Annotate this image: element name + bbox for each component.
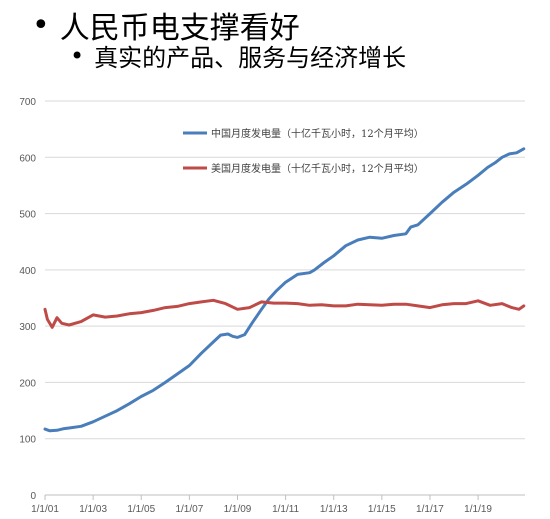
bullet-dot: •: [32, 7, 50, 43]
x-tick-label: 1/1/11: [272, 504, 299, 515]
bullet-dot: •: [70, 41, 85, 70]
x-tick-label: 1/1/13: [320, 504, 348, 515]
x-tick-label: 1/1/17: [416, 504, 444, 515]
slide-subtitle-text: 真实的产品、服务与经济增长: [94, 44, 407, 72]
y-tick-label: 400: [19, 266, 36, 277]
slide-title-text: 人民币电支撑看好: [59, 11, 300, 46]
x-tick-label: 1/1/05: [127, 504, 155, 515]
x-tick-label: 1/1/07: [175, 504, 203, 515]
y-tick-label: 200: [19, 378, 36, 389]
y-tick-label: 0: [30, 491, 36, 502]
y-tick-label: 600: [19, 153, 36, 164]
slide-bullet-2: • 真实的产品、服务与经济增长: [70, 38, 406, 73]
legend-label-china: 中国月度发电量（十亿千瓦小时，12个月平均）: [211, 127, 424, 140]
x-tick-label: 1/1/19: [464, 504, 492, 515]
slide-bullet-1: • 人民币电支撑看好: [32, 3, 300, 47]
y-tick-label: 100: [19, 435, 36, 446]
legend-label-us: 美国月度发电量（十亿千瓦小时，12个月平均）: [211, 162, 424, 175]
us-generation-line: [43, 298, 526, 329]
x-tick-label: 1/1/09: [224, 504, 252, 515]
y-tick-label: 500: [19, 210, 36, 221]
x-tick-label: 1/1/15: [368, 504, 396, 515]
y-tick-label: 700: [19, 97, 36, 108]
x-tick-label: 1/1/01: [31, 504, 59, 515]
y-tick-label: 300: [19, 322, 36, 333]
x-tick-label: 1/1/03: [79, 504, 107, 515]
china-generation-line: [43, 147, 526, 433]
